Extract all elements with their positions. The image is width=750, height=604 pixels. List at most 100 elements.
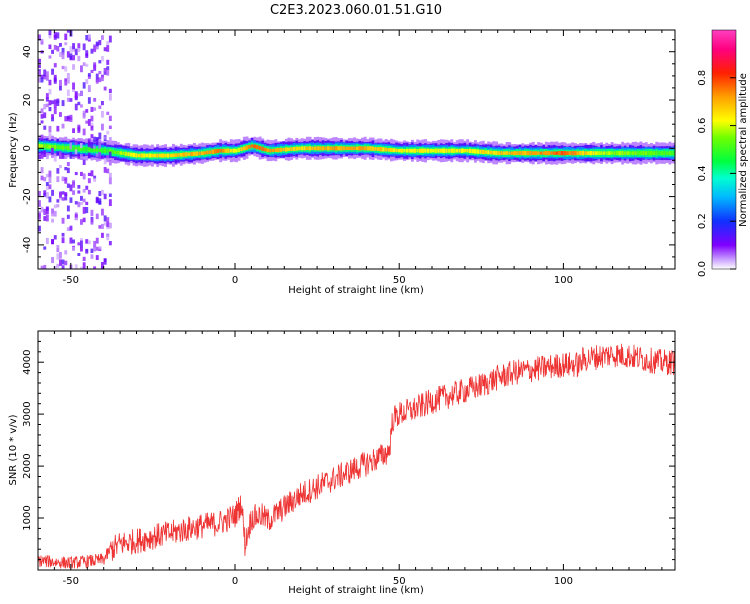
heatmap-cell [106, 66, 110, 71]
heatmap-cell [103, 222, 107, 226]
heatmap-cell [90, 134, 94, 139]
heatmap-cell [187, 152, 191, 156]
heatmap-cell [51, 68, 54, 75]
heatmap-cell [93, 145, 97, 149]
heatmap-cell [397, 148, 401, 153]
x-tick-label: 50 [393, 576, 406, 587]
heatmap-cell [529, 150, 533, 156]
spectrogram-x-axis-label: Height of straight line (km) [288, 285, 424, 296]
heatmap-cell [98, 246, 102, 250]
heatmap-cell [108, 177, 112, 185]
heatmap-cell [248, 145, 251, 149]
heatmap-cell [53, 266, 57, 269]
heatmap-cell [400, 148, 404, 153]
heatmap-cell [93, 178, 97, 182]
heatmap-cell [69, 98, 73, 102]
heatmap-cell [53, 103, 57, 109]
heatmap-cell [101, 232, 104, 238]
heatmap-cell [59, 79, 62, 87]
snr-line [38, 343, 675, 569]
heatmap-cell [61, 217, 65, 224]
heatmap-cell [61, 259, 65, 265]
heatmap-cell [647, 150, 651, 156]
colorbar-tick-label: 0.4 [697, 165, 708, 181]
heatmap-cell [48, 133, 52, 140]
heatmap-cell [458, 148, 462, 153]
heatmap-cell [45, 206, 49, 211]
heatmap-cell [56, 263, 60, 268]
heatmap-cell [98, 71, 102, 75]
heatmap-cell [43, 190, 47, 195]
heatmap-cell [77, 190, 81, 194]
heatmap-cell [56, 176, 60, 183]
heatmap-cell [106, 69, 110, 76]
heatmap-cell [258, 146, 262, 150]
heatmap-cell [108, 151, 112, 156]
heatmap-cell [240, 147, 244, 151]
heatmap-cell [124, 151, 128, 156]
heatmap-cell [80, 146, 83, 152]
heatmap-cell [405, 148, 409, 153]
heatmap-cell [48, 196, 52, 203]
heatmap-cell [66, 145, 70, 151]
heatmap-cell [72, 146, 75, 151]
heatmap-cell [80, 65, 83, 73]
heatmap-cell [53, 204, 57, 209]
heatmap-cell [403, 149, 406, 153]
heatmap-cell [195, 151, 199, 156]
heatmap-cell [463, 149, 467, 153]
heatmap-cell [93, 240, 97, 248]
heatmap-cell [98, 60, 102, 64]
heatmap-cell [56, 168, 60, 174]
heatmap-cell [172, 153, 175, 158]
heatmap-cell [82, 147, 86, 152]
heatmap-cell [66, 205, 70, 212]
colorbar-label: Normalized spectral amplitude [738, 73, 749, 227]
heatmap-cell [229, 149, 233, 153]
heatmap-cell [371, 146, 375, 151]
heatmap-cell [466, 149, 470, 153]
heatmap-cell [59, 51, 62, 57]
heatmap-cell [90, 48, 94, 54]
heatmap-cell [45, 71, 49, 77]
heatmap-cell [235, 148, 238, 153]
heatmap-cell [80, 91, 83, 96]
heatmap-cell [95, 148, 99, 152]
heatmap-cell [61, 52, 65, 60]
heatmap-cell [56, 100, 60, 106]
heatmap-cell [237, 147, 241, 152]
heatmap-cell [560, 151, 564, 156]
heatmap-cell [93, 136, 97, 142]
heatmap-cell [45, 75, 49, 81]
heatmap-cell [153, 153, 157, 158]
heatmap-cell [95, 153, 99, 158]
heatmap-cell [106, 59, 110, 65]
heatmap-cell [64, 178, 68, 184]
heatmap-cell [164, 153, 167, 158]
heatmap-cell [51, 114, 54, 119]
heatmap-cell [93, 98, 97, 102]
heatmap-cell [48, 107, 52, 112]
heatmap-cell [53, 45, 57, 50]
heatmap-cell [618, 151, 622, 156]
heatmap-cell [116, 150, 120, 155]
heatmap-cell [182, 152, 186, 157]
heatmap-cell [66, 97, 70, 102]
heatmap-cell [101, 266, 104, 269]
heatmap-cell [355, 146, 359, 151]
heatmap-cell [111, 150, 115, 154]
heatmap-cell [387, 148, 391, 152]
heatmap-cell [64, 167, 68, 171]
heatmap-cell [305, 146, 309, 150]
heatmap-cell [140, 153, 144, 158]
heatmap-cell [93, 148, 97, 152]
heatmap-cell [185, 152, 188, 157]
heatmap-cell [101, 101, 104, 106]
heatmap-cell [361, 146, 364, 151]
heatmap-cell [66, 89, 70, 97]
heatmap-cell [72, 64, 75, 70]
heatmap-cell [266, 148, 270, 153]
heatmap-cell [56, 204, 60, 208]
heatmap-cell [555, 151, 559, 155]
snr-panel: -50 0 50 100 1000 2000 3000 4000 Height of stra… [8, 330, 676, 596]
